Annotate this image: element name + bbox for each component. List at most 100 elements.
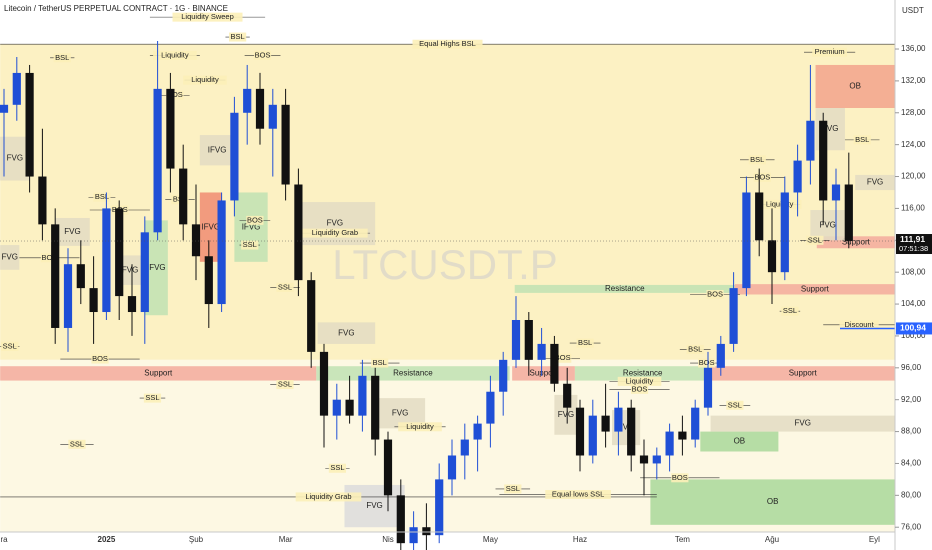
zone-label: FVG xyxy=(2,253,18,262)
zone xyxy=(710,366,895,381)
zone-label: FVG xyxy=(819,220,835,229)
candle-body xyxy=(627,407,636,456)
last-price-label: 111,91 xyxy=(900,234,925,244)
level-label: BSL xyxy=(95,192,109,201)
candle-body xyxy=(447,455,457,480)
candle-body xyxy=(255,88,265,129)
x-tick-label: Haz xyxy=(573,535,587,544)
candle-body xyxy=(486,391,495,424)
level-label: BSL xyxy=(373,358,387,367)
level-label: BSL xyxy=(578,338,592,347)
candle-body xyxy=(153,88,162,233)
zone xyxy=(574,366,711,381)
level-label: SSL xyxy=(728,400,742,409)
candle-body xyxy=(12,72,21,105)
zone-label: FVG xyxy=(822,124,838,133)
y-tick-label: 80,00 xyxy=(901,490,922,499)
candle-body xyxy=(601,415,610,432)
zone-label: FVG xyxy=(794,419,810,428)
candle-body xyxy=(102,208,111,313)
zone-label: Support xyxy=(789,369,818,378)
x-tick-label: Şub xyxy=(189,535,204,544)
candle-body xyxy=(281,104,290,185)
candle-body xyxy=(511,319,521,360)
candle-body xyxy=(204,256,213,305)
y-axis-title: USDT xyxy=(902,6,924,15)
level-label-bg xyxy=(229,32,247,42)
zone-label: FVG xyxy=(64,227,80,236)
level-label-bg xyxy=(166,90,184,100)
candle-body xyxy=(793,160,802,193)
level-label: Liquidity Sweep xyxy=(181,12,234,21)
level-label-bg xyxy=(302,228,368,238)
zone-label: IFVG xyxy=(208,145,227,154)
alert-label: 100,94 xyxy=(900,323,926,333)
candle-body xyxy=(63,264,73,328)
level-label-bg xyxy=(172,12,243,22)
level-label-bg xyxy=(630,384,649,394)
x-tick-label: Ağu xyxy=(765,535,779,544)
candle-body xyxy=(294,184,303,281)
candle-body xyxy=(268,104,277,129)
zone-label: Resistance xyxy=(623,369,663,378)
level-label: BSL xyxy=(750,155,764,164)
candle-body xyxy=(716,343,725,368)
zone-label: FVG xyxy=(327,219,343,228)
candle-body xyxy=(307,280,316,352)
candle-body xyxy=(409,527,418,544)
zone-label: FVG xyxy=(122,265,138,274)
candle-body xyxy=(537,343,546,360)
y-tick-label: 120,00 xyxy=(901,172,926,181)
zone-label: Support xyxy=(801,284,830,293)
candle-body xyxy=(319,351,329,416)
candle-body xyxy=(575,407,585,456)
level-label-bg xyxy=(726,400,744,410)
candle-body xyxy=(396,495,405,544)
y-tick-label: 92,00 xyxy=(901,395,922,404)
level-label: SSL xyxy=(278,380,292,389)
level-label-bg xyxy=(93,192,111,202)
zone-label: OB xyxy=(734,437,746,446)
watermark: LTCUSDT.P xyxy=(332,241,558,288)
level-label: SSL xyxy=(278,282,292,291)
zone-label: FVG xyxy=(618,423,634,432)
candle-body xyxy=(383,439,393,496)
level-label-bg xyxy=(241,240,259,250)
zone xyxy=(0,366,317,381)
chart-title: Litecoin / TetherUS PERPETUAL CONTRACT ·… xyxy=(4,4,228,13)
x-tick-label: Tem xyxy=(675,535,690,544)
candle-body xyxy=(89,288,98,313)
level-label: SSL xyxy=(808,235,822,244)
zone xyxy=(199,192,222,262)
candle-body xyxy=(742,192,751,289)
zone xyxy=(650,479,895,525)
zone xyxy=(199,135,235,166)
level-label: BOS xyxy=(699,358,715,367)
candle-body xyxy=(678,431,687,440)
y-tick-label: 128,00 xyxy=(901,108,926,117)
y-tick-label: 76,00 xyxy=(901,522,922,531)
candle-body xyxy=(652,455,661,464)
zone xyxy=(234,192,268,262)
zone xyxy=(344,484,405,528)
level-label-bg xyxy=(706,289,724,299)
zone-label: IFVG xyxy=(201,222,220,231)
candle-body xyxy=(127,296,137,313)
zone xyxy=(0,136,30,181)
y-tick-label: 108,00 xyxy=(901,267,926,276)
level-label-bg xyxy=(246,215,264,225)
level-label: BOS xyxy=(92,354,108,363)
level-label-bg xyxy=(576,338,594,348)
level-label: BOS xyxy=(707,289,723,298)
level-label: Liquidity xyxy=(766,199,794,208)
level-label-bg xyxy=(153,50,197,60)
candle-body xyxy=(76,264,85,289)
candle-body xyxy=(0,104,9,113)
level-label: BOS xyxy=(247,215,263,224)
zone-label: Support xyxy=(842,237,871,246)
level-label-bg xyxy=(757,199,802,209)
level-label-bg xyxy=(253,50,272,60)
zone-label: Resistance xyxy=(393,369,433,378)
x-tick-label: ra xyxy=(0,535,8,544)
candle-body xyxy=(51,224,60,328)
